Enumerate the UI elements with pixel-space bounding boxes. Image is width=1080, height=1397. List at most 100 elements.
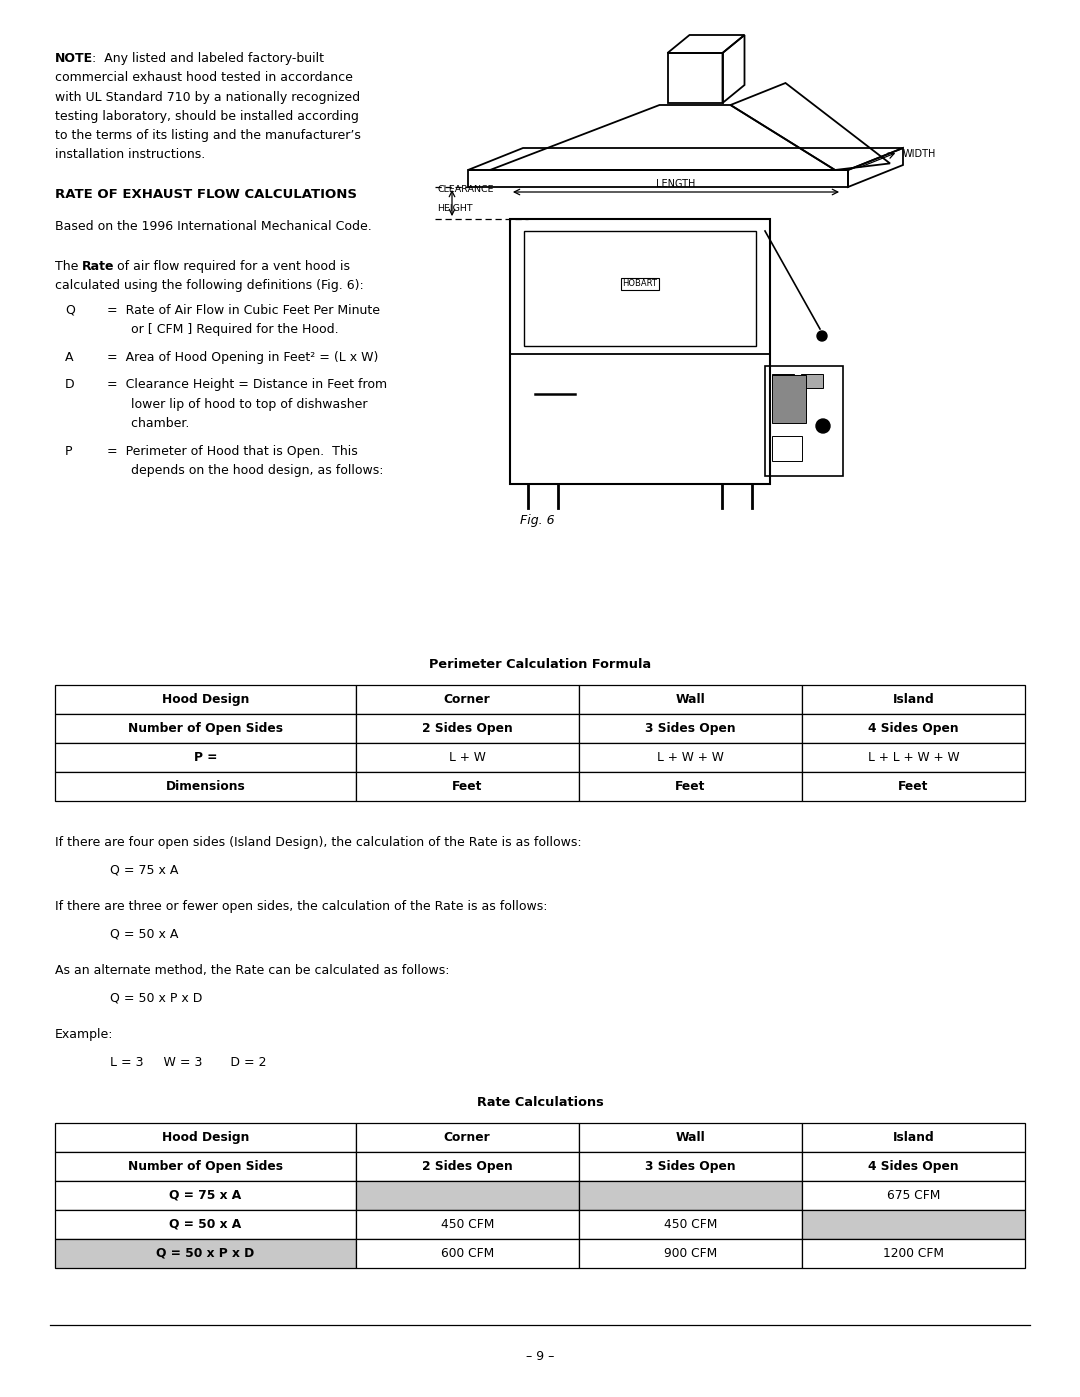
Text: calculated using the following definitions (Fig. 6):: calculated using the following definitio… [55,279,364,292]
Bar [55,1123,355,1153]
Bar [667,53,723,103]
Text: Number of Open Sides: Number of Open Sides [127,722,283,735]
Bar [765,366,843,476]
Bar [772,374,806,423]
Bar [801,1210,1025,1239]
Bar [579,1123,801,1153]
Text: Q = 50 x A: Q = 50 x A [170,1218,242,1231]
Bar [801,1153,1025,1180]
Text: :  Any listed and labeled factory-built: : Any listed and labeled factory-built [92,52,324,66]
Text: Island: Island [892,1132,934,1144]
Bar [55,1210,355,1239]
Text: Wall: Wall [675,1132,705,1144]
Bar [579,685,801,714]
Text: Q = 50 x P x D: Q = 50 x P x D [157,1248,255,1260]
Text: Example:: Example: [55,1028,113,1041]
Text: WIDTH: WIDTH [903,149,936,159]
Text: with UL Standard 710 by a nationally recognized: with UL Standard 710 by a nationally rec… [55,91,360,103]
Text: of air flow required for a vent hood is: of air flow required for a vent hood is [113,260,350,272]
Text: 675 CFM: 675 CFM [887,1189,940,1201]
Bar [772,374,794,388]
Text: Hood Design: Hood Design [162,693,249,705]
Text: Based on the 1996 International Mechanical Code.: Based on the 1996 International Mechanic… [55,219,372,233]
Text: Wall: Wall [675,693,705,705]
Bar [55,1180,355,1210]
Text: =  Area of Hood Opening in Feet² = (L x W): = Area of Hood Opening in Feet² = (L x W… [107,351,378,363]
Text: A: A [65,351,73,363]
Text: Dimensions: Dimensions [165,780,245,793]
Text: 3 Sides Open: 3 Sides Open [645,1160,735,1173]
Text: commercial exhaust hood tested in accordance: commercial exhaust hood tested in accord… [55,71,353,84]
Text: 900 CFM: 900 CFM [664,1248,717,1260]
Text: lower lip of hood to top of dishwasher: lower lip of hood to top of dishwasher [107,398,367,411]
Text: =  Clearance Height = Distance in Feet from: = Clearance Height = Distance in Feet fr… [107,379,387,391]
Text: Rate Calculations: Rate Calculations [476,1097,604,1109]
Bar [468,170,848,187]
Text: L + L + W + W: L + L + W + W [867,752,959,764]
Bar [801,1180,1025,1210]
Text: Q = 50 x P x D: Q = 50 x P x D [110,992,202,1004]
Text: Q = 75 x A: Q = 75 x A [110,863,178,877]
Bar [801,743,1025,773]
Text: Q = 50 x A: Q = 50 x A [110,928,178,942]
Text: If there are three or fewer open sides, the calculation of the Rate is as follow: If there are three or fewer open sides, … [55,900,548,914]
Text: =  Rate of Air Flow in Cubic Feet Per Minute: = Rate of Air Flow in Cubic Feet Per Min… [107,303,380,317]
Text: Number of Open Sides: Number of Open Sides [127,1160,283,1173]
Circle shape [816,419,831,433]
Text: 450 CFM: 450 CFM [664,1218,717,1231]
Text: Q = 75 x A: Q = 75 x A [170,1189,242,1201]
Bar [579,1180,801,1210]
Bar [55,773,355,800]
Bar [579,714,801,743]
Text: Feet: Feet [899,780,929,793]
Text: Corner: Corner [444,1132,490,1144]
Text: 2 Sides Open: 2 Sides Open [422,1160,513,1173]
Text: 450 CFM: 450 CFM [441,1218,494,1231]
Bar [801,374,823,388]
Bar [579,1153,801,1180]
Bar [55,1153,355,1180]
Text: LENGTH: LENGTH [657,179,696,189]
Bar [355,1210,579,1239]
Text: or [ CFM ] Required for the Hood.: or [ CFM ] Required for the Hood. [107,323,339,337]
Bar [355,1153,579,1180]
Bar [355,714,579,743]
Bar [801,1239,1025,1268]
Circle shape [816,331,827,341]
Text: P =: P = [193,752,217,764]
Text: HOBART: HOBART [622,279,658,289]
Text: As an alternate method, the Rate can be calculated as follows:: As an alternate method, the Rate can be … [55,964,449,977]
Text: Feet: Feet [453,780,483,793]
Text: CLEARANCE: CLEARANCE [437,184,494,194]
Text: L + W: L + W [449,752,486,764]
Text: depends on the hood design, as follows:: depends on the hood design, as follows: [107,464,383,478]
Text: – 9 –: – 9 – [526,1350,554,1363]
Text: HEIGHT: HEIGHT [437,204,473,212]
Text: Corner: Corner [444,693,490,705]
Bar [801,685,1025,714]
Text: D: D [65,379,75,391]
Text: P: P [65,444,72,458]
Text: 4 Sides Open: 4 Sides Open [868,722,959,735]
Bar [801,773,1025,800]
Bar [579,1239,801,1268]
Bar [355,685,579,714]
Bar [55,1239,355,1268]
Text: The: The [55,260,82,272]
Bar [510,219,770,483]
Text: =  Perimeter of Hood that is Open.  This: = Perimeter of Hood that is Open. This [107,444,357,458]
Text: L + W + W: L + W + W [657,752,724,764]
Bar [355,1180,579,1210]
Text: to the terms of its listing and the manufacturer’s: to the terms of its listing and the manu… [55,129,361,142]
Text: Island: Island [892,693,934,705]
Text: Hood Design: Hood Design [162,1132,249,1144]
Bar [579,773,801,800]
Bar [55,714,355,743]
Text: Q: Q [65,303,75,317]
Bar [355,1239,579,1268]
Text: installation instructions.: installation instructions. [55,148,205,162]
Text: 600 CFM: 600 CFM [441,1248,494,1260]
Text: NOTE: NOTE [55,52,93,66]
Text: 4 Sides Open: 4 Sides Open [868,1160,959,1173]
Text: 1200 CFM: 1200 CFM [883,1248,944,1260]
